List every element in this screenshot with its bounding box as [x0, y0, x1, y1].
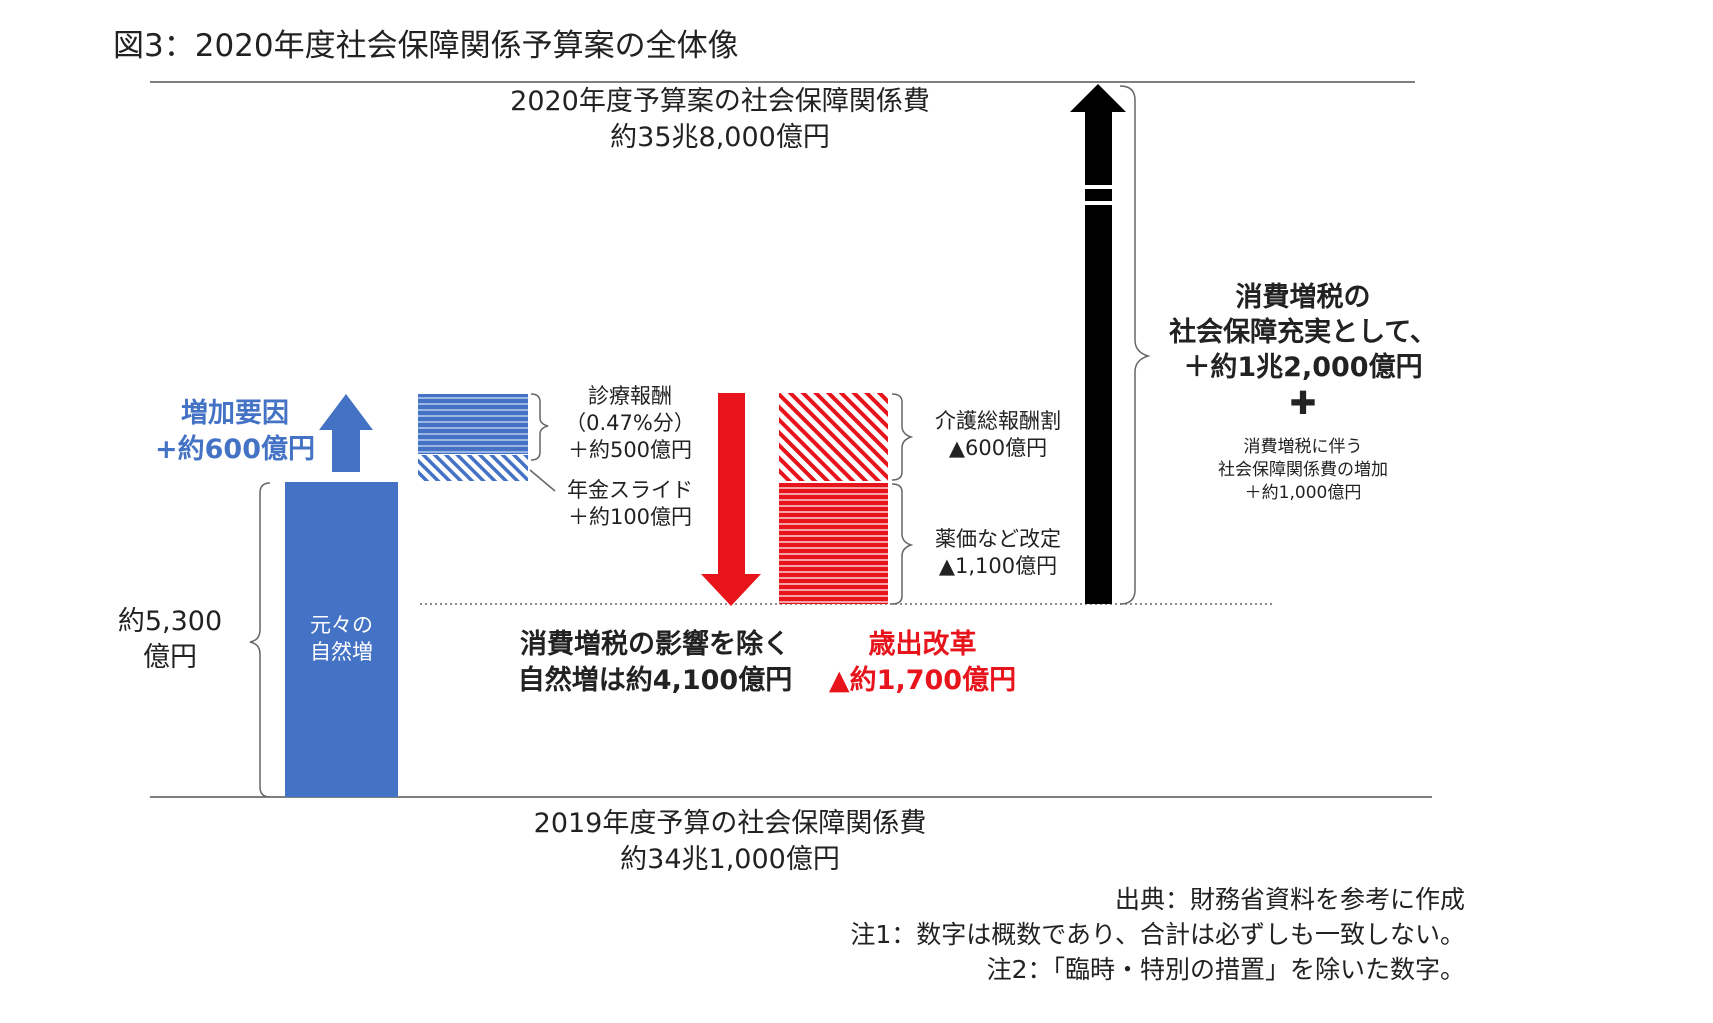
bottom-total-line1: 2019年度予算の社会保障関係費 [533, 808, 927, 839]
notes-block: 出典：財務省資料を参考に作成 注1：数字は概数であり、合計は必ずしも一致しない。… [850, 882, 1465, 987]
base-amount-label: 約5,300 億円 [105, 604, 235, 676]
tax-enrichment-label: 消費増税の 社会保障充実として、 ＋約1兆2,000億円 [1148, 280, 1458, 385]
shinryo-line1: 診療報酬 [588, 384, 672, 408]
natural-increase-label: 消費増税の影響を除く 自然増は約4,100億円 [495, 627, 815, 699]
tax-up-arrow [1070, 84, 1126, 604]
shinryo-bracket [530, 393, 549, 461]
increase-arrow [319, 394, 373, 472]
nenkin-line1: 年金スライド [567, 478, 693, 502]
tax-line2: 社会保障充実として、 [1169, 317, 1437, 348]
reform-line1: 歳出改革 [868, 629, 977, 660]
arrow-break-mark [1083, 185, 1115, 189]
note-2: 注2：「臨時・特別の措置」を除いた数字。 [986, 955, 1465, 984]
top-total-line2: 約35兆8,000億円 [610, 122, 830, 153]
nenkin-box [418, 455, 528, 481]
plus-icon: ✚ [1289, 384, 1317, 422]
top-total-label: 2020年度予算案の社会保障関係費 約35兆8,000億円 [440, 84, 1000, 156]
reform-down-arrow [701, 393, 761, 606]
figure-title: 図3：2020年度社会保障関係予算案の全体像 [113, 28, 739, 64]
tax-sub-line3: ＋約1,000億円 [1244, 483, 1362, 503]
yakka-bracket [891, 483, 914, 605]
nenkin-pointer [529, 469, 556, 492]
base-bar-label: 元々の 自然増 [285, 612, 398, 666]
tax-line3: ＋約1兆2,000億円 [1183, 352, 1423, 383]
nenkin-label: 年金スライド ＋約100億円 [555, 477, 705, 531]
tax-sub-line2: 社会保障関係費の増加 [1218, 460, 1388, 480]
kaigo-line1: 介護総報酬割 [935, 409, 1061, 433]
tax-sub-label: 消費増税に伴う 社会保障関係費の増加 ＋約1,000億円 [1183, 436, 1423, 505]
natural-increase-line2: 自然増は約4,100億円 [517, 665, 793, 696]
nenkin-line2: ＋約100億円 [567, 505, 693, 529]
kaigo-label: 介護総報酬割 ▲600億円 [918, 408, 1078, 462]
natural-increase-line1: 消費増税の影響を除く [520, 629, 790, 660]
yakka-line2: ▲1,100億円 [938, 554, 1058, 578]
reform-label: 歳出改革 ▲約1,700億円 [815, 627, 1030, 699]
base-amount-line1: 約5,300 [117, 606, 223, 637]
base-amount-line2: 億円 [143, 642, 197, 673]
shinryo-line2: （0.47%分） [565, 411, 695, 435]
shinryo-box [418, 394, 528, 454]
base-bar-label-line1: 元々の [310, 613, 373, 637]
kaigo-box [779, 393, 888, 481]
base-natural-increase-bar [285, 482, 398, 797]
arrow-break-mark [1083, 201, 1115, 205]
shinryo-line3: ＋約500億円 [567, 438, 693, 462]
yakka-label: 薬価など改定 ▲1,100億円 [918, 526, 1078, 580]
increase-factor-line2: +約600億円 [155, 434, 315, 465]
kaigo-line2: ▲600億円 [948, 436, 1048, 460]
yakka-box [779, 483, 888, 604]
increase-factor-label: 増加要因 +約600億円 [140, 396, 330, 468]
bottom-total-label: 2019年度予算の社会保障関係費 約34兆1,000億円 [460, 806, 1000, 878]
bottom-total-line2: 約34兆1,000億円 [620, 844, 840, 875]
tax-line1: 消費増税の [1235, 282, 1371, 313]
source-note: 出典：財務省資料を参考に作成 [1114, 885, 1465, 914]
tax-bracket [1119, 85, 1151, 605]
base-bar-label-line2: 自然増 [310, 640, 373, 664]
yakka-line1: 薬価など改定 [935, 527, 1061, 551]
top-total-line1: 2020年度予算案の社会保障関係費 [510, 86, 930, 117]
tax-sub-line1: 消費増税に伴う [1243, 437, 1363, 457]
increase-factor-line1: 増加要因 [181, 398, 289, 429]
reform-line2: ▲約1,700億円 [828, 665, 1017, 696]
base-bracket [249, 482, 271, 798]
kaigo-bracket [891, 393, 914, 481]
note-1: 注1：数字は概数であり、合計は必ずしも一致しない。 [850, 920, 1465, 949]
shinryo-label: 診療報酬 （0.47%分） ＋約500億円 [555, 383, 705, 464]
